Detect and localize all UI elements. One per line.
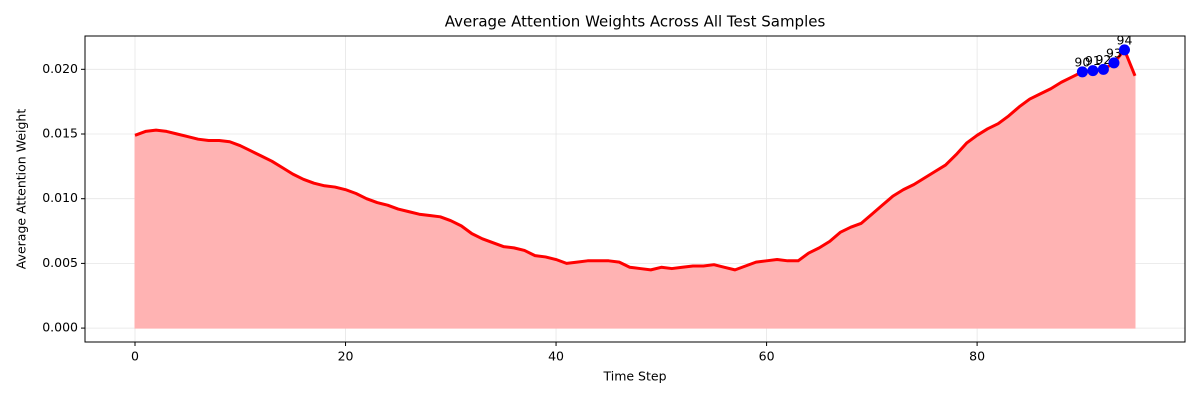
highlight-label: 91 <box>1085 53 1101 68</box>
highlight-point <box>1087 65 1099 77</box>
highlight-label: 92 <box>1095 52 1111 67</box>
y-tick-label: 0.005 <box>42 255 78 270</box>
chart-title: Average Attention Weights Across All Tes… <box>445 13 826 31</box>
highlight-point <box>1097 63 1109 75</box>
y-tick-label: 0.010 <box>42 190 78 205</box>
plot-frame <box>84 35 1186 343</box>
x-tick-label: 60 <box>759 349 775 364</box>
line <box>134 48 1137 272</box>
y-tick-label: 0.015 <box>42 126 78 141</box>
x-tick-label: 80 <box>969 349 985 364</box>
y-tick-label: 0.020 <box>42 61 78 76</box>
x-tick-label: 0 <box>131 349 139 364</box>
highlight-point <box>1108 57 1120 69</box>
highlight-label: 93 <box>1106 45 1122 60</box>
highlight-point <box>1118 44 1130 56</box>
y-axis-label: Average Attention Weight <box>14 109 29 270</box>
x-tick-label: 20 <box>338 349 354 364</box>
y-tick-label: 0.000 <box>42 320 78 335</box>
highlight-point <box>1076 66 1088 78</box>
area-fill <box>134 48 1136 329</box>
highlight-label: 90 <box>1074 54 1090 69</box>
x-axis-label: Time Step <box>602 369 666 384</box>
highlight-label: 94 <box>1117 32 1133 47</box>
x-tick-label: 40 <box>548 349 564 364</box>
